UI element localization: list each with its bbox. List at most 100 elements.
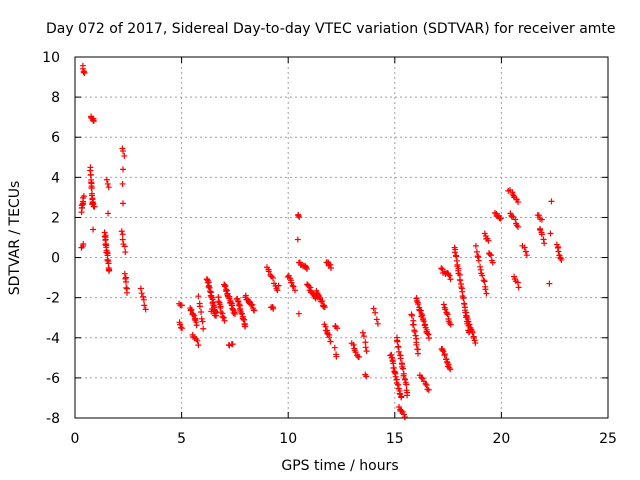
data-point xyxy=(80,240,87,247)
x-tick-label: 25 xyxy=(599,431,617,447)
data-point xyxy=(327,264,334,271)
data-point xyxy=(198,308,205,315)
data-point xyxy=(290,283,297,290)
data-point xyxy=(477,263,484,270)
data-point xyxy=(193,322,200,329)
data-point xyxy=(362,344,369,351)
data-point xyxy=(289,282,296,289)
data-point xyxy=(535,212,542,219)
data-point xyxy=(372,309,379,316)
data-point xyxy=(178,302,185,309)
data-point xyxy=(123,278,130,285)
data-point xyxy=(80,193,87,200)
data-point xyxy=(374,320,381,327)
data-point xyxy=(103,176,110,183)
data-point xyxy=(515,199,522,206)
data-point xyxy=(230,309,237,316)
data-point xyxy=(400,365,407,372)
data-point xyxy=(402,414,409,421)
data-point xyxy=(538,216,545,223)
data-point xyxy=(521,244,528,251)
data-point xyxy=(489,259,496,266)
data-point xyxy=(540,236,547,243)
data-point xyxy=(321,304,328,311)
y-tick-label: 0 xyxy=(51,251,60,267)
data-point xyxy=(475,257,482,264)
data-point xyxy=(270,305,277,312)
data-point xyxy=(122,249,129,256)
data-point xyxy=(122,275,129,282)
data-point xyxy=(303,265,310,272)
data-point xyxy=(515,284,522,291)
data-point xyxy=(238,310,245,317)
data-point xyxy=(326,334,333,341)
data-point xyxy=(121,270,128,277)
data-point xyxy=(142,306,149,313)
data-point xyxy=(482,286,489,293)
data-point xyxy=(480,277,487,284)
data-point xyxy=(199,318,206,325)
data-point xyxy=(541,240,548,247)
data-point xyxy=(242,292,249,299)
data-point xyxy=(295,212,302,219)
data-point xyxy=(137,285,144,292)
data-point xyxy=(140,296,147,303)
data-point xyxy=(140,293,147,300)
data-point xyxy=(90,226,97,233)
data-point xyxy=(523,252,530,259)
data-point xyxy=(483,290,490,297)
data-point xyxy=(466,321,473,328)
data-point xyxy=(426,335,433,342)
data-point xyxy=(443,310,450,317)
data-point xyxy=(442,306,449,313)
x-axis-label: GPS time / hours xyxy=(281,458,398,474)
data-point xyxy=(485,237,492,244)
plot-frame xyxy=(74,56,609,419)
data-point xyxy=(119,148,126,155)
data-point xyxy=(538,231,545,238)
data-point xyxy=(138,290,145,297)
data-point xyxy=(123,284,130,291)
data-point xyxy=(118,228,125,235)
data-point xyxy=(472,340,479,347)
data-point xyxy=(104,256,111,263)
data-point xyxy=(119,180,126,187)
data-point xyxy=(333,353,340,360)
data-point xyxy=(515,223,522,230)
data-point xyxy=(222,282,229,289)
data-point xyxy=(447,321,454,328)
data-point xyxy=(398,407,405,414)
data-point xyxy=(423,382,430,389)
data-point xyxy=(80,69,87,76)
data-point xyxy=(188,306,195,313)
x-tick-label: 20 xyxy=(492,431,510,447)
data-point xyxy=(359,329,366,336)
data-point xyxy=(418,374,425,381)
data-point xyxy=(460,295,467,302)
data-point xyxy=(439,347,446,354)
data-point xyxy=(227,299,234,306)
data-point xyxy=(546,280,553,287)
data-point xyxy=(497,215,504,222)
data-point xyxy=(443,356,450,363)
x-tick-label: 10 xyxy=(279,431,297,447)
data-point xyxy=(242,323,249,330)
data-point xyxy=(373,316,380,323)
data-point xyxy=(121,243,128,250)
data-point xyxy=(441,352,448,359)
data-point xyxy=(408,312,415,319)
data-point xyxy=(190,311,197,318)
data-point xyxy=(221,317,228,324)
chart-title: Day 072 of 2017, Sidereal Day-to-day VTE… xyxy=(46,21,616,37)
data-point xyxy=(292,287,299,294)
data-point xyxy=(215,298,222,305)
data-point xyxy=(362,339,369,346)
data-point xyxy=(327,338,334,345)
data-point xyxy=(481,278,488,285)
data-point xyxy=(288,279,295,286)
data-point xyxy=(457,277,464,284)
x-tick-label: 0 xyxy=(71,431,80,447)
data-point xyxy=(522,248,529,255)
data-point xyxy=(390,365,397,372)
data-point xyxy=(512,216,519,223)
